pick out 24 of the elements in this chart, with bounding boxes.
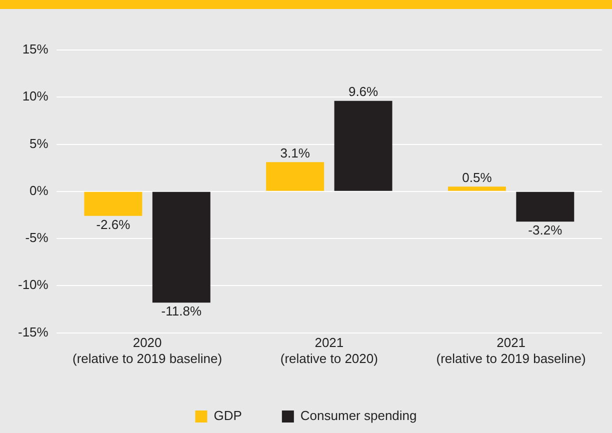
data-label: -11.8% [161,304,202,319]
data-label: 9.6% [348,84,379,99]
bar [516,192,574,222]
bar [266,162,324,191]
x-tick-label: 2020 (relative to 2019 baseline) [72,335,222,366]
bar [152,192,210,303]
y-tick-label: 10% [22,88,49,104]
y-tick-label: -15% [18,324,49,340]
legend-label: Consumer spending [300,408,417,424]
bar [448,186,506,191]
data-label: 3.1% [280,145,310,160]
bar [334,100,392,191]
data-label: -3.2% [528,222,563,238]
y-tick-label: -10% [18,277,49,292]
y-tick-label: 15% [22,42,49,57]
y-tick-label: 5% [30,136,49,151]
y-tick-label: 0% [30,182,49,198]
data-label: 0.5% [462,170,492,185]
x-tick-label: 2021 (relative to 2019 baseline) [436,335,586,366]
data-label: -2.6% [96,216,131,232]
x-tick-label: 2021 (relative to 2020) [280,335,378,366]
y-tick-label: -5% [25,230,49,246]
bar [84,192,142,216]
legend-label: GDP [214,408,242,424]
